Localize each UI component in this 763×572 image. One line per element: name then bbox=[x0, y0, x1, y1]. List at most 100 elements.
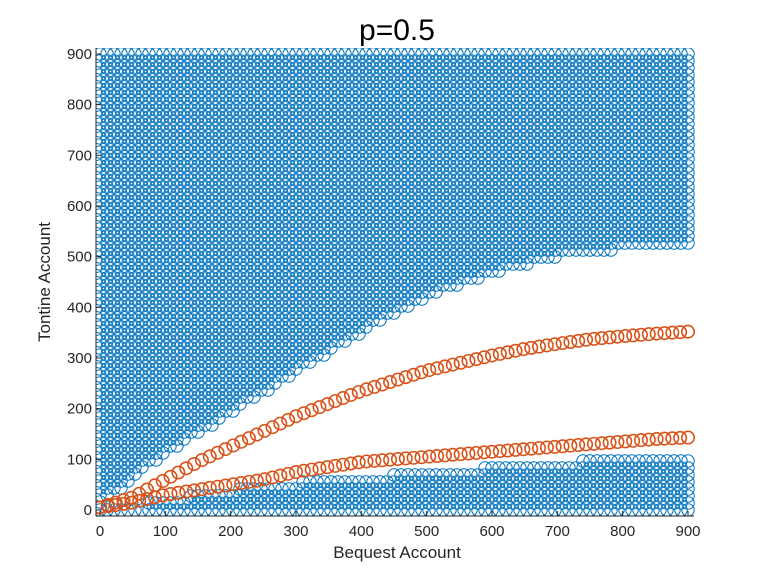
data-point bbox=[513, 250, 527, 264]
data-point bbox=[233, 299, 247, 313]
data-point bbox=[380, 271, 394, 285]
data-point bbox=[352, 96, 366, 110]
data-point bbox=[422, 264, 436, 278]
data-point bbox=[233, 173, 247, 187]
data-point bbox=[667, 461, 681, 475]
data-point bbox=[142, 173, 156, 187]
data-point bbox=[100, 474, 114, 488]
data-point bbox=[163, 48, 177, 61]
data-point bbox=[233, 166, 247, 180]
data-point bbox=[163, 376, 177, 390]
data-point bbox=[387, 187, 401, 201]
data-point bbox=[534, 110, 548, 124]
data-point bbox=[457, 243, 471, 257]
data-point bbox=[310, 75, 324, 89]
data-point bbox=[506, 61, 520, 75]
data-point bbox=[450, 264, 464, 278]
data-point bbox=[366, 54, 380, 68]
data-point bbox=[548, 180, 562, 194]
data-point bbox=[114, 222, 128, 236]
data-point bbox=[331, 54, 345, 68]
data-point bbox=[453, 447, 468, 462]
data-point bbox=[289, 89, 303, 103]
data-point bbox=[359, 257, 373, 271]
data-point bbox=[142, 103, 156, 117]
data-point bbox=[240, 355, 254, 369]
data-point bbox=[674, 131, 688, 145]
data-point bbox=[562, 180, 576, 194]
data-point bbox=[142, 264, 156, 278]
data-point bbox=[639, 75, 653, 89]
data-point bbox=[128, 292, 142, 306]
data-point bbox=[121, 404, 135, 418]
data-point bbox=[317, 496, 331, 510]
data-point bbox=[520, 229, 534, 243]
data-point bbox=[163, 208, 177, 222]
data-point bbox=[219, 61, 233, 75]
data-point bbox=[170, 397, 184, 411]
data-point bbox=[100, 89, 114, 103]
data-point bbox=[548, 208, 562, 222]
data-point bbox=[247, 362, 261, 376]
data-point bbox=[121, 362, 135, 376]
data-point bbox=[513, 61, 527, 75]
data-point bbox=[611, 496, 625, 510]
data-point bbox=[338, 313, 352, 327]
data-point bbox=[359, 131, 373, 145]
data-point bbox=[233, 54, 247, 68]
data-point bbox=[359, 320, 373, 334]
data-point bbox=[163, 194, 177, 208]
data-point bbox=[96, 110, 107, 124]
data-point bbox=[96, 292, 107, 306]
data-point bbox=[268, 166, 282, 180]
data-point bbox=[226, 236, 240, 250]
data-point bbox=[205, 215, 219, 229]
data-point bbox=[443, 75, 457, 89]
data-point bbox=[674, 201, 688, 215]
data-point bbox=[660, 503, 674, 516]
data-point bbox=[240, 236, 254, 250]
data-point bbox=[604, 124, 618, 138]
data-point bbox=[527, 468, 541, 482]
data-point bbox=[240, 271, 254, 285]
data-point bbox=[527, 152, 541, 166]
data-point bbox=[681, 201, 695, 215]
data-point bbox=[436, 96, 450, 110]
data-point bbox=[499, 482, 513, 496]
data-point bbox=[170, 292, 184, 306]
data-point bbox=[121, 390, 135, 404]
data-point bbox=[611, 48, 625, 61]
data-point bbox=[646, 236, 660, 250]
data-point bbox=[583, 61, 597, 75]
data-point bbox=[415, 243, 429, 257]
data-point bbox=[422, 110, 436, 124]
data-point bbox=[226, 383, 240, 397]
data-point bbox=[681, 166, 695, 180]
data-point bbox=[114, 397, 128, 411]
data-point bbox=[408, 222, 422, 236]
data-point bbox=[205, 299, 219, 313]
data-point bbox=[310, 152, 324, 166]
data-point bbox=[100, 215, 114, 229]
data-point bbox=[212, 48, 226, 61]
data-point bbox=[387, 68, 401, 82]
data-point bbox=[401, 271, 415, 285]
data-point bbox=[177, 250, 191, 264]
data-point bbox=[345, 222, 359, 236]
data-point bbox=[170, 103, 184, 117]
data-point bbox=[212, 271, 226, 285]
data-point bbox=[366, 243, 380, 257]
data-point bbox=[275, 489, 289, 503]
data-point bbox=[520, 496, 534, 510]
data-point bbox=[135, 292, 149, 306]
data-point bbox=[128, 229, 142, 243]
data-point bbox=[541, 482, 555, 496]
data-point bbox=[289, 215, 303, 229]
data-point bbox=[107, 117, 121, 131]
data-point bbox=[114, 180, 128, 194]
data-point bbox=[429, 243, 443, 257]
data-point bbox=[156, 54, 170, 68]
data-point bbox=[338, 61, 352, 75]
data-point bbox=[667, 75, 681, 89]
data-point bbox=[429, 173, 443, 187]
